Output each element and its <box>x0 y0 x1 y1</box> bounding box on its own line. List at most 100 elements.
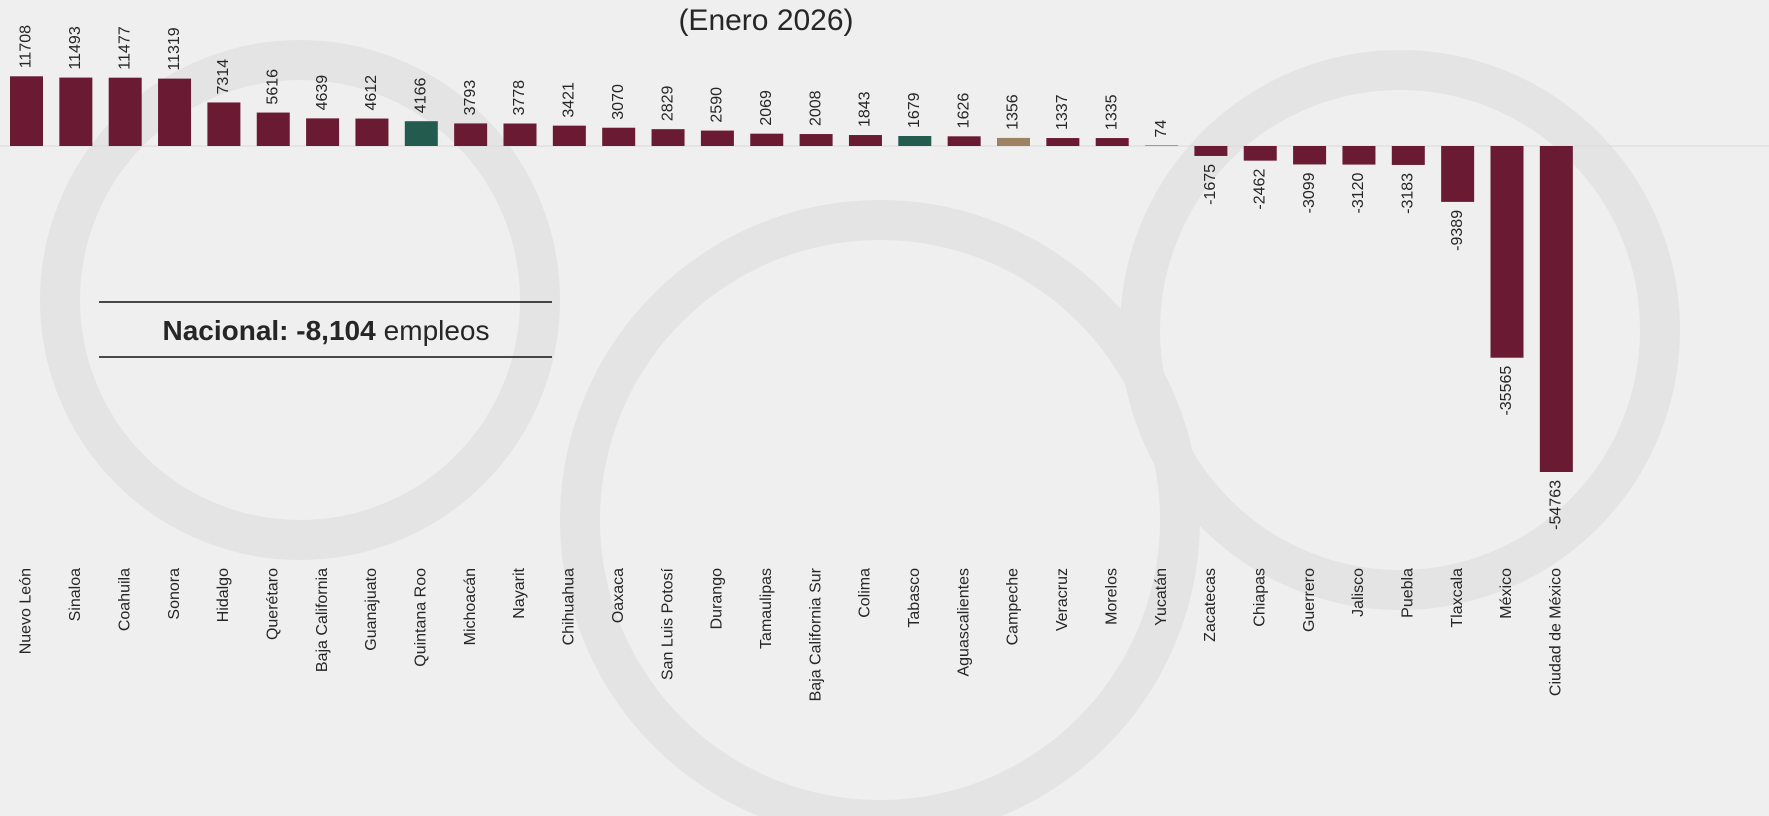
bar <box>355 118 389 146</box>
value-label: -9389 <box>1449 210 1466 251</box>
value-label: 11493 <box>67 26 84 69</box>
x-tick-label: Oaxaca <box>610 568 627 623</box>
x-tick-label: Michoacán <box>462 568 479 645</box>
chart-title: (Enero 2026) <box>678 4 853 37</box>
x-tick-label: Nayarit <box>511 567 528 618</box>
bar <box>651 129 685 146</box>
bar <box>1293 146 1327 165</box>
value-label: 5616 <box>264 69 281 105</box>
value-label: 74 <box>1153 120 1170 138</box>
bar <box>947 136 981 146</box>
value-label: 2590 <box>709 87 726 123</box>
bar <box>1391 146 1425 165</box>
x-tick-label: Tabasco <box>906 568 923 628</box>
bar <box>1046 138 1080 146</box>
value-label: 11319 <box>166 27 183 70</box>
value-label: -35565 <box>1498 366 1515 416</box>
value-label: 3778 <box>511 80 528 116</box>
value-label: 1679 <box>906 92 923 128</box>
bar <box>404 121 438 146</box>
bar <box>454 123 488 146</box>
x-tick-label: Zacatecas <box>1202 568 1219 642</box>
value-label: -3183 <box>1400 173 1417 214</box>
value-label: 1356 <box>1005 94 1022 130</box>
x-tick-label: Durango <box>709 568 726 629</box>
x-tick-label: Baja California <box>314 568 331 672</box>
value-label: 3793 <box>462 80 479 116</box>
x-tick-label: Colima <box>857 568 874 618</box>
bar <box>799 134 833 146</box>
bar <box>552 125 586 146</box>
bar <box>207 102 241 146</box>
x-tick-label: Morelos <box>1103 568 1120 625</box>
x-tick-label: Tamaulipas <box>758 568 775 649</box>
bar <box>602 127 636 146</box>
value-label: 11708 <box>18 25 35 68</box>
bar <box>848 135 882 146</box>
value-label: -3099 <box>1301 172 1318 213</box>
value-label: 3070 <box>610 84 627 120</box>
annotation-bold: Nacional: -8,104 <box>162 315 376 346</box>
value-label: -3120 <box>1350 172 1367 213</box>
x-tick-label: Ciudad de México <box>1548 568 1565 696</box>
bar <box>1342 146 1376 165</box>
x-tick-label: Chiapas <box>1251 568 1268 627</box>
value-label: 1335 <box>1103 94 1120 130</box>
x-tick-label: Sinaloa <box>67 568 84 621</box>
bar <box>256 112 290 146</box>
x-tick-label: Quintana Roo <box>413 568 430 667</box>
bar <box>898 136 932 146</box>
value-label: 2008 <box>807 90 824 126</box>
x-tick-label: Querétaro <box>264 568 281 640</box>
value-label: 1843 <box>857 91 874 127</box>
annotation-text: empleos <box>384 315 490 346</box>
bar <box>1441 146 1475 202</box>
value-label: -2462 <box>1251 169 1268 210</box>
value-label: -1675 <box>1202 164 1219 205</box>
x-tick-label: Jalisco <box>1350 568 1367 617</box>
x-tick-label: Hidalgo <box>215 568 232 622</box>
background-pattern <box>40 40 1680 816</box>
value-label: -54763 <box>1548 480 1565 530</box>
x-tick-label: Campeche <box>1005 568 1022 645</box>
annotation: Nacional: -8,104 empleos <box>162 315 489 346</box>
value-label: 4639 <box>314 75 331 111</box>
bar <box>1243 146 1277 161</box>
x-tick-label: Baja California Sur <box>807 567 824 701</box>
x-tick-label: Guanajuato <box>363 568 380 651</box>
x-tick-label: Yucatán <box>1153 568 1170 626</box>
x-tick-label: Nuevo León <box>18 568 35 654</box>
bar <box>1095 138 1129 146</box>
x-tick-label: Veracruz <box>1054 568 1071 631</box>
bar <box>1539 146 1573 472</box>
value-label: 1337 <box>1054 94 1071 130</box>
x-tick-label: Chihuahua <box>561 568 578 646</box>
value-label: 11477 <box>116 26 133 69</box>
bar <box>10 76 43 146</box>
x-tick-label: Sonora <box>166 568 183 620</box>
value-label: 7314 <box>215 59 232 95</box>
bar <box>750 133 784 146</box>
x-tick-label: Guerrero <box>1301 568 1318 632</box>
value-label: 4612 <box>363 75 380 111</box>
value-label: 3421 <box>561 82 578 118</box>
x-tick-label: Tlaxcala <box>1449 568 1466 628</box>
bar <box>306 118 340 146</box>
x-tick-label: Puebla <box>1400 568 1417 618</box>
bar <box>700 130 734 146</box>
bar <box>1490 146 1524 358</box>
value-label: 2829 <box>659 85 676 121</box>
bar <box>59 77 93 146</box>
bar <box>1194 146 1228 156</box>
bar <box>997 137 1030 146</box>
bar <box>503 123 537 146</box>
x-tick-label: Aguascalientes <box>955 568 972 677</box>
bar <box>158 78 192 146</box>
value-label: 1626 <box>955 93 972 129</box>
x-tick-label: San Luis Potosí <box>659 567 676 680</box>
x-tick-label: Coahuila <box>116 568 133 631</box>
x-tick-label: México <box>1498 568 1515 619</box>
value-label: 4166 <box>413 78 430 114</box>
